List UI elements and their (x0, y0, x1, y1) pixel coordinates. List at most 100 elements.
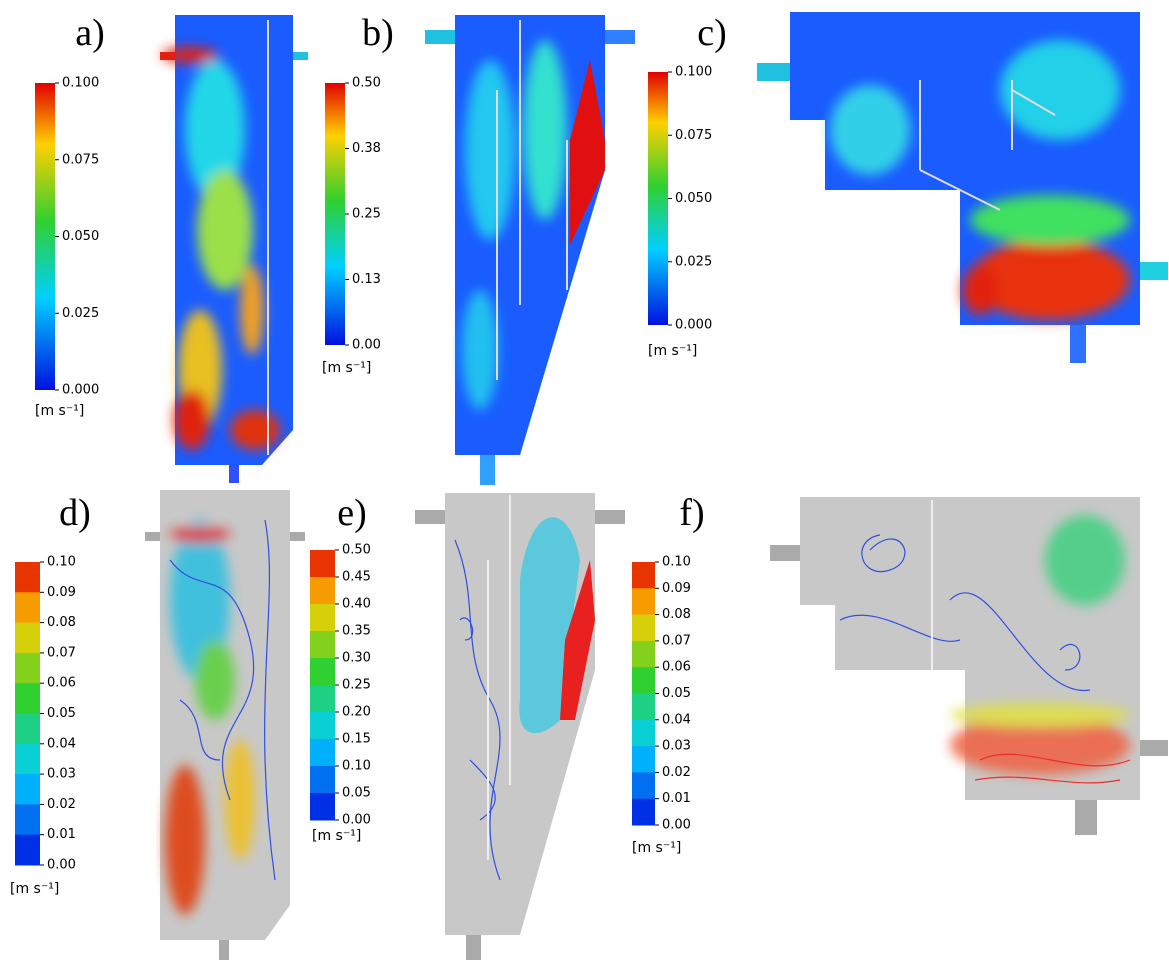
colorbar-tick-label: 0.07 (662, 633, 691, 648)
colorbar-tick-label: 0.10 (342, 759, 371, 774)
colorbar-tick-label: 0.00 (47, 858, 76, 873)
colorbar (648, 72, 668, 325)
colorbar-tick-label: 0.35 (342, 624, 371, 639)
colorbar-step (632, 772, 655, 799)
colorbar-tick-label: 0.04 (47, 736, 76, 751)
panel-label: a) (75, 12, 105, 54)
colorbar-step (15, 804, 40, 835)
colorbar-step (632, 667, 655, 694)
colorbar-unit: [m s⁻¹] (648, 343, 697, 359)
colorbar-unit: [m s⁻¹] (10, 881, 59, 897)
colorbar-tick-label: 0.000 (675, 318, 712, 333)
colorbar-tick-label: 0.025 (62, 306, 99, 321)
colorbar-step (632, 720, 655, 747)
colorbar-tick-label: 0.09 (662, 581, 691, 596)
colorbar-unit: [m s⁻¹] (312, 828, 361, 844)
panel-label: d) (59, 492, 91, 534)
panel-label: c) (697, 12, 727, 54)
colorbar-tick-label: 0.025 (675, 254, 712, 269)
contour-a (160, 15, 308, 483)
colorbar-tick-label: 0.01 (47, 827, 76, 842)
colorbar-step (15, 774, 40, 805)
colorbar-tick-label: 0.40 (342, 597, 371, 612)
colorbar-tick-label: 0.05 (47, 706, 76, 721)
colorbar-step (632, 641, 655, 668)
colorbar-tick-label: 0.00 (352, 338, 381, 353)
colorbar-tick-label: 0.03 (47, 767, 76, 782)
colorbar-tick-label: 0.075 (62, 152, 99, 167)
colorbar-step (310, 685, 335, 713)
colorbar-step (15, 714, 40, 745)
colorbar-step (15, 744, 40, 775)
colorbar-tick-label: 0.50 (352, 76, 381, 91)
colorbar-tick-label: 0.15 (342, 732, 371, 747)
colorbar-step (15, 835, 40, 866)
colorbar (325, 83, 345, 345)
colorbar-step (310, 631, 335, 659)
figure: a) 0.100 0.075 0.050 0.025 0.000 [m s⁻¹] b) 0.50… (0, 0, 1169, 960)
panel-label: f) (679, 492, 704, 534)
colorbar-step (310, 658, 335, 686)
colorbar-tick-label: 0.20 (342, 705, 371, 720)
colorbar-step (310, 550, 335, 578)
colorbar-step (310, 712, 335, 740)
colorbar-step (632, 799, 655, 826)
colorbar-tick-label: 0.08 (662, 607, 691, 622)
colorbar-step (15, 562, 40, 593)
colorbar-step (632, 615, 655, 642)
colorbar-tick-label: 0.01 (662, 791, 691, 806)
colorbar-tick-label: 0.50 (342, 543, 371, 558)
colorbar-step (15, 653, 40, 684)
colorbar-tick-label: 0.10 (47, 555, 76, 570)
streamlines-f (770, 497, 1168, 835)
colorbar-step (310, 739, 335, 767)
colorbar-tick-label: 0.09 (47, 585, 76, 600)
colorbar-tick-label: 0.05 (662, 686, 691, 701)
colorbar-tick-label: 0.07 (47, 645, 76, 660)
colorbar-step (15, 623, 40, 654)
colorbar-step (310, 766, 335, 794)
colorbar-tick-label: 0.25 (352, 207, 381, 222)
colorbar-tick-label: 0.000 (62, 383, 99, 398)
colorbar-tick-label: 0.04 (662, 712, 691, 727)
panel-label: b) (362, 12, 394, 54)
colorbar-step (310, 604, 335, 632)
panel-label: e) (337, 492, 367, 534)
colorbar-tick-label: 0.06 (662, 660, 691, 675)
colorbar-step (632, 746, 655, 773)
colorbar-tick-label: 0.02 (662, 765, 691, 780)
colorbar-step (310, 577, 335, 605)
colorbar-tick-label: 0.10 (662, 555, 691, 570)
contour-b (425, 15, 635, 485)
colorbar-unit: [m s⁻¹] (322, 360, 371, 376)
colorbar-tick-label: 0.06 (47, 676, 76, 691)
colorbar-tick-label: 0.02 (47, 797, 76, 812)
colorbar-tick-label: 0.38 (352, 141, 381, 156)
colorbar-tick-label: 0.13 (352, 272, 381, 287)
colorbar-step (15, 683, 40, 714)
streamlines-e (415, 493, 625, 960)
colorbar-tick-label: 0.25 (342, 678, 371, 693)
streamlines-d (145, 490, 305, 960)
colorbar-tick-label: 0.100 (675, 65, 712, 80)
colorbar-tick-label: 0.00 (342, 813, 371, 828)
colorbar-tick-label: 0.05 (342, 786, 371, 801)
colorbar-step (632, 562, 655, 589)
colorbar-tick-label: 0.03 (662, 739, 691, 754)
colorbar-tick-label: 0.075 (675, 128, 712, 143)
colorbar (35, 83, 55, 390)
colorbar-tick-label: 0.08 (47, 615, 76, 630)
colorbar-tick-label: 0.00 (662, 818, 691, 833)
colorbar-unit: [m s⁻¹] (632, 840, 681, 856)
colorbar-step (310, 793, 335, 821)
colorbar-tick-label: 0.050 (675, 191, 712, 206)
colorbar-tick-label: 0.100 (62, 76, 99, 91)
colorbar-step (15, 592, 40, 623)
colorbar-tick-label: 0.30 (342, 651, 371, 666)
colorbar-tick-label: 0.45 (342, 570, 371, 585)
colorbar-tick-label: 0.050 (62, 229, 99, 244)
colorbar-step (632, 694, 655, 721)
colorbar-step (632, 588, 655, 615)
contour-c (757, 12, 1168, 363)
colorbar-unit: [m s⁻¹] (35, 403, 84, 419)
